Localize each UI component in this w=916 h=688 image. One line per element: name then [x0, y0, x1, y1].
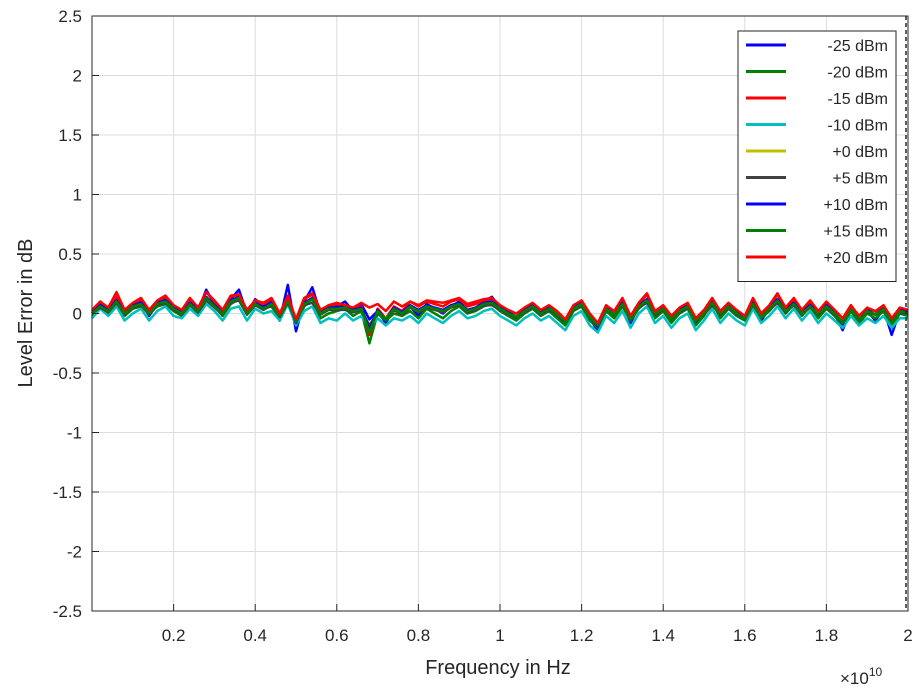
x-tick-label: 0.8: [407, 626, 431, 645]
x-tick-label: 1.8: [815, 626, 839, 645]
legend-entry-label: -25 dBm: [828, 38, 888, 55]
x-axis-ticks: 0.2 0.4 0.6 0.8 1 1.2 1.4 1.6 1.8 2: [162, 604, 913, 645]
x-exponent-label: ×1010: [840, 665, 883, 688]
legend-entry-label: -10 dBm: [828, 118, 888, 135]
y-tick-label: 2.5: [58, 7, 82, 26]
series-line-8: [91, 296, 909, 334]
x-tick-label: 0.6: [325, 626, 349, 645]
x-tick-label: 0.2: [162, 626, 186, 645]
series-line-4: [91, 302, 908, 334]
y-tick-label: 1: [73, 186, 82, 205]
x-exponent-power: 10: [869, 665, 883, 679]
y-tick-label: -0.5: [53, 364, 82, 383]
legend-entry-label: +15 dBm: [824, 224, 888, 241]
x-tick-label: 1.2: [570, 626, 594, 645]
legend-entry-label: +0 dBm: [832, 144, 888, 161]
y-tick-label: 0.5: [58, 245, 82, 264]
y-axis-label: Level Error in dB: [15, 239, 37, 388]
legend-entry-label: +10 dBm: [824, 197, 888, 214]
y-axis-ticks: 2.5 2 1.5 1 0.5 0 -0.5 -1 -1.5 -2 -2.5: [53, 7, 99, 621]
legend-entry-label: +20 dBm: [824, 250, 888, 267]
legend: -25 dBm -20 dBm -15 dBm -10 dBm +0 dBm +5 dBm…: [737, 30, 897, 282]
y-tick-label: -1.5: [53, 483, 82, 502]
x-tick-label: 1: [495, 626, 504, 645]
x-tick-label: 2: [903, 626, 912, 645]
y-tick-label: -1: [67, 424, 82, 443]
y-tick-label: -2: [67, 543, 82, 562]
y-tick-label: 0: [73, 305, 82, 324]
x-exponent-base: ×10: [840, 669, 869, 688]
legend-entry-label: +5 dBm: [832, 171, 888, 188]
x-tick-label: 1.6: [733, 626, 757, 645]
legend-entry-label: -15 dBm: [828, 91, 888, 108]
series-lines: [91, 283, 909, 345]
x-axis-label: Frequency in Hz: [425, 657, 571, 679]
x-tick-label: 1.4: [651, 626, 675, 645]
x-tick-label: 0.4: [243, 626, 267, 645]
y-tick-label: -2.5: [53, 602, 82, 621]
y-tick-label: 2: [73, 67, 82, 86]
series-line-9: [91, 290, 909, 325]
legend-entry-label: -20 dBm: [828, 65, 888, 82]
y-tick-label: 1.5: [58, 126, 82, 145]
